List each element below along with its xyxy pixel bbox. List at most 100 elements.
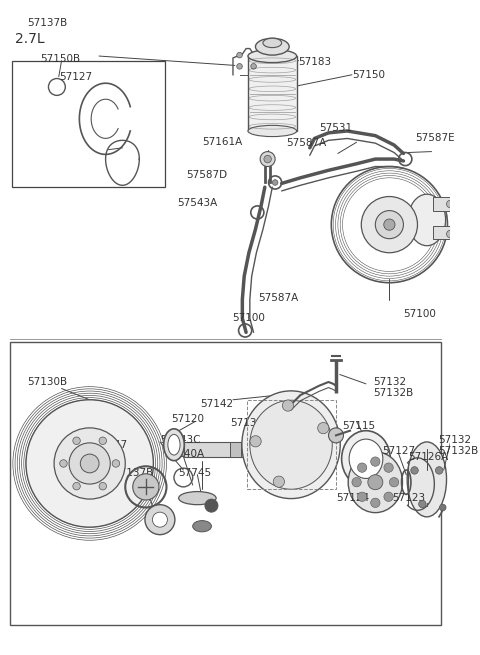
Ellipse shape: [179, 491, 216, 504]
Text: 57135: 57135: [230, 418, 264, 428]
Text: 57126A: 57126A: [408, 452, 448, 462]
Ellipse shape: [342, 431, 390, 487]
Text: 57132: 57132: [438, 435, 471, 445]
Ellipse shape: [263, 38, 282, 48]
Ellipse shape: [348, 452, 403, 513]
Circle shape: [69, 443, 110, 484]
Circle shape: [237, 64, 242, 69]
Circle shape: [251, 52, 256, 58]
Text: 57150: 57150: [352, 70, 385, 80]
Ellipse shape: [408, 194, 445, 246]
Ellipse shape: [250, 400, 332, 489]
Circle shape: [73, 483, 80, 490]
Ellipse shape: [164, 429, 184, 460]
Circle shape: [26, 400, 154, 527]
Circle shape: [384, 463, 393, 472]
Circle shape: [389, 477, 399, 487]
Ellipse shape: [242, 391, 340, 498]
Ellipse shape: [349, 439, 383, 478]
Circle shape: [73, 437, 80, 445]
Text: 57587E: 57587E: [416, 132, 455, 143]
Text: 57132B: 57132B: [373, 388, 414, 398]
Text: 57127: 57127: [382, 446, 415, 457]
Text: 57127: 57127: [59, 71, 92, 82]
Text: 57147: 57147: [95, 440, 128, 450]
Text: 57587A: 57587A: [258, 293, 299, 303]
Bar: [184, 442, 253, 457]
Text: 57150B: 57150B: [40, 54, 80, 64]
Bar: [230, 442, 241, 457]
Text: 57137B: 57137B: [113, 468, 153, 478]
Text: 57120: 57120: [171, 415, 204, 424]
Text: 57543A: 57543A: [177, 198, 217, 208]
Circle shape: [419, 500, 426, 508]
Text: 57130B: 57130B: [27, 377, 67, 387]
Circle shape: [60, 460, 67, 467]
Text: 57140A: 57140A: [165, 449, 205, 459]
Text: 57137B: 57137B: [27, 18, 67, 28]
Circle shape: [446, 231, 454, 238]
Circle shape: [272, 179, 278, 185]
Circle shape: [80, 454, 99, 473]
Text: 57745: 57745: [179, 468, 212, 478]
Circle shape: [145, 504, 175, 534]
Text: 57123: 57123: [392, 493, 425, 503]
Text: 57143C: 57143C: [160, 435, 201, 445]
Bar: [12, 61, 165, 187]
Circle shape: [352, 477, 361, 487]
Circle shape: [205, 499, 218, 512]
Ellipse shape: [255, 38, 289, 55]
Text: 57161A: 57161A: [202, 137, 242, 147]
Text: 57115: 57115: [343, 421, 376, 431]
Circle shape: [446, 200, 454, 208]
Text: 57100: 57100: [232, 313, 265, 324]
Circle shape: [435, 466, 443, 474]
Circle shape: [328, 428, 344, 443]
Circle shape: [133, 474, 159, 500]
Bar: [247, 400, 336, 489]
Bar: [433, 225, 450, 238]
Circle shape: [384, 492, 393, 502]
Circle shape: [273, 476, 285, 487]
Circle shape: [368, 475, 383, 490]
Circle shape: [251, 64, 256, 69]
Text: 57132: 57132: [373, 377, 407, 387]
Ellipse shape: [407, 442, 446, 517]
Circle shape: [250, 436, 261, 447]
Circle shape: [99, 437, 107, 445]
Circle shape: [440, 504, 446, 511]
Bar: [248, 56, 297, 131]
Circle shape: [54, 428, 125, 499]
Circle shape: [384, 219, 395, 231]
Text: 57124: 57124: [336, 493, 369, 503]
Text: 57587A: 57587A: [287, 138, 326, 148]
Text: 57142: 57142: [200, 400, 233, 409]
Circle shape: [371, 498, 380, 508]
Circle shape: [112, 460, 120, 467]
Ellipse shape: [248, 50, 297, 63]
Bar: [433, 197, 450, 211]
Circle shape: [264, 155, 271, 163]
Text: 57531: 57531: [319, 123, 352, 133]
Circle shape: [411, 466, 418, 474]
Circle shape: [237, 52, 242, 58]
Ellipse shape: [248, 125, 297, 137]
Text: 57132B: 57132B: [438, 446, 479, 457]
Circle shape: [282, 400, 294, 411]
Circle shape: [371, 457, 380, 466]
Circle shape: [375, 211, 403, 238]
Text: 2.7L: 2.7L: [15, 32, 44, 47]
Circle shape: [318, 422, 329, 434]
Circle shape: [99, 483, 107, 490]
Circle shape: [260, 151, 275, 166]
Bar: [10, 342, 441, 626]
Circle shape: [358, 463, 367, 472]
Ellipse shape: [168, 434, 180, 455]
Circle shape: [361, 196, 418, 253]
Text: 57183: 57183: [299, 57, 332, 67]
Text: 57587D: 57587D: [186, 170, 227, 180]
Ellipse shape: [192, 521, 211, 532]
Circle shape: [358, 492, 367, 502]
Text: 57100: 57100: [403, 309, 436, 318]
Circle shape: [153, 512, 168, 527]
